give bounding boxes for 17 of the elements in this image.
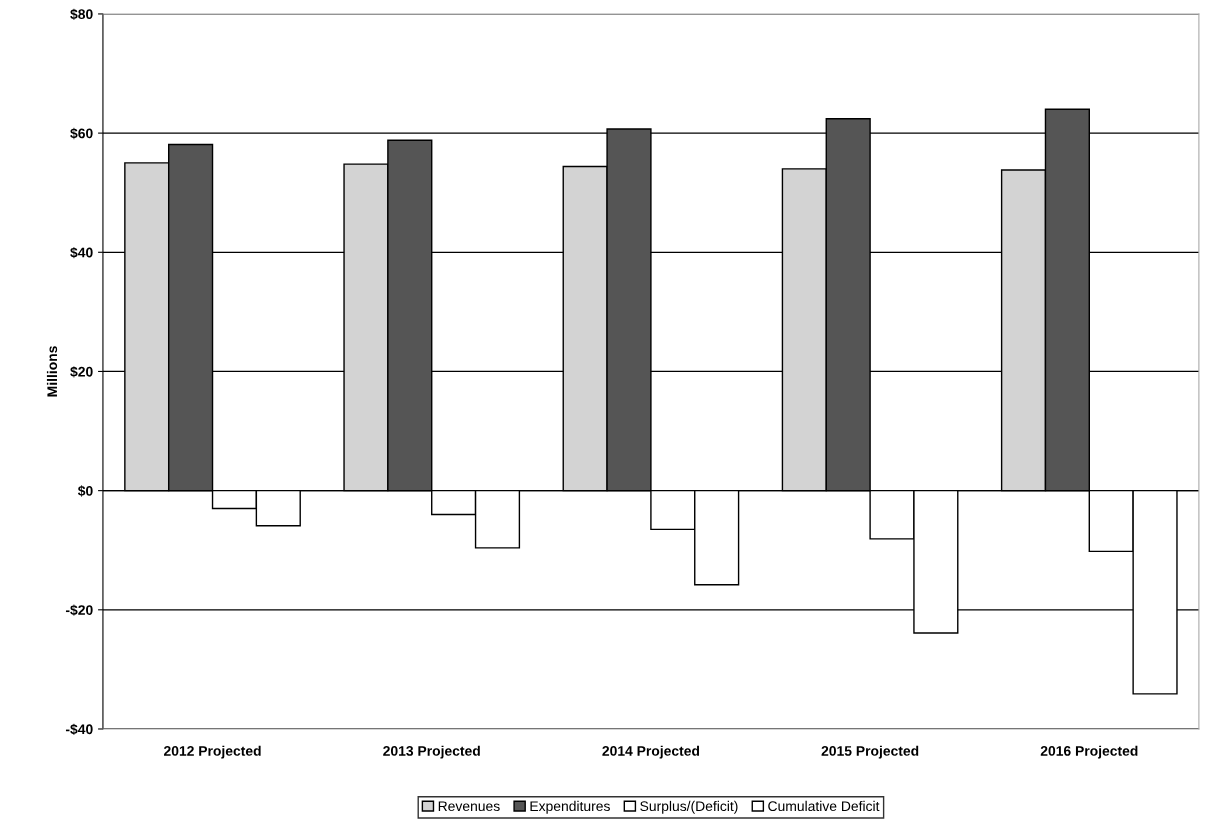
legend-label: Expenditures: [530, 800, 610, 814]
y-tick-label: $80: [70, 8, 93, 20]
x-tick-label: 2014 Projected: [602, 745, 700, 759]
x-tick-label: 2016 Projected: [1040, 745, 1138, 759]
y-tick-label: $20: [70, 366, 93, 378]
x-tick-label: 2015 Projected: [821, 745, 919, 759]
y-tick-label: $0: [77, 485, 93, 497]
x-tick-label: 2012 Projected: [163, 745, 261, 759]
y-tick-label: -$20: [65, 604, 93, 616]
y-tick-label: -$40: [65, 723, 93, 736]
legend-label: Cumulative Deficit: [768, 800, 880, 812]
x-tick-label: 2013 Projected: [383, 745, 480, 759]
legend-label: Surplus/(Deficit): [640, 800, 738, 814]
legend-label: Revenues: [438, 801, 500, 812]
y-tick-label: $60: [70, 127, 93, 140]
y-tick-label: $40: [70, 247, 93, 259]
y-axis-title: Millions: [46, 346, 58, 397]
